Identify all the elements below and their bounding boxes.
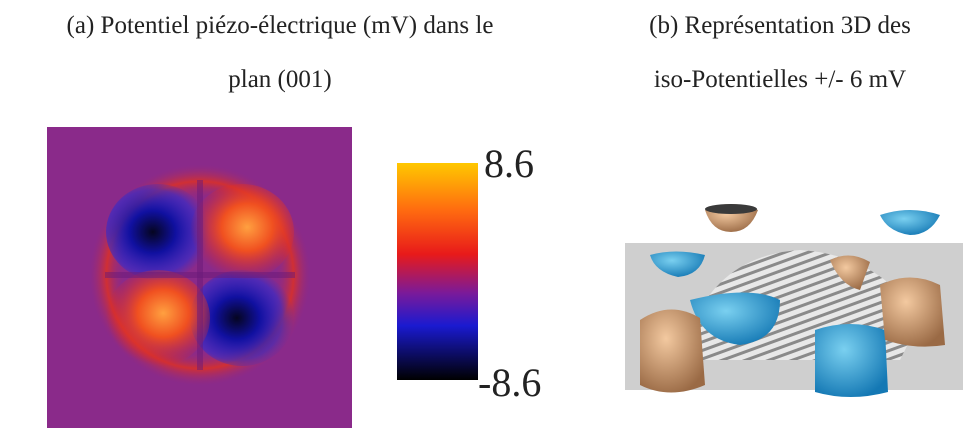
colorbar [397,163,478,380]
colorbar-min-label: -8.6 [478,360,541,405]
heatmap-lobe [190,184,294,280]
caption-line: (a) Potentiel piézo-électrique (mV) dans… [67,12,494,39]
render-blob [880,210,940,235]
render-blob [830,255,870,290]
colorbar-max-label: 8.6 [484,141,534,186]
heatmap-lobe [106,184,210,280]
caption-line: (b) Représentation 3D des [649,12,911,39]
render-blob [815,324,888,397]
render-blob [640,309,705,393]
render-blob [880,277,945,347]
render-blob [650,251,705,277]
heatmap-lobe [106,270,210,366]
heatmap-lobe [190,270,294,366]
render-blob-top [705,204,757,214]
caption-line: iso-Potentielles +/- 6 mV [654,66,906,93]
render-3d [625,204,963,397]
caption-line: plan (001) [228,66,331,93]
heatmap [47,127,352,428]
render-blob [690,292,780,345]
